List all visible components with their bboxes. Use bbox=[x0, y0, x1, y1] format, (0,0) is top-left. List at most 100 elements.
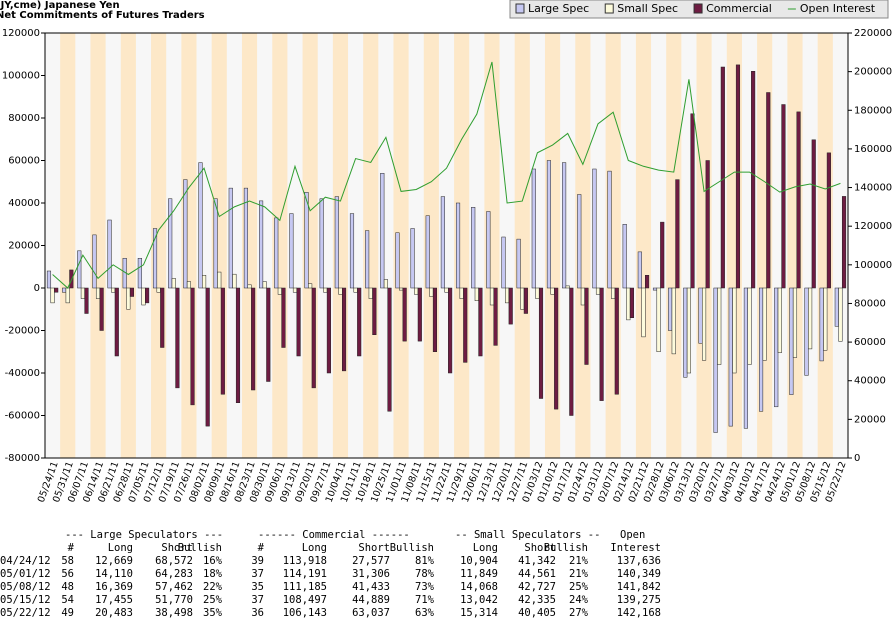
table-cell: 20,483 bbox=[95, 607, 133, 619]
band bbox=[60, 33, 76, 458]
band bbox=[635, 33, 652, 458]
bar bbox=[277, 287, 282, 295]
y-tick-label: -40000 bbox=[5, 368, 40, 379]
bar bbox=[641, 287, 646, 338]
bar bbox=[326, 287, 331, 374]
bar bbox=[683, 287, 688, 378]
legend-label: Commercial bbox=[706, 2, 772, 15]
bar bbox=[702, 287, 707, 361]
bar bbox=[353, 287, 358, 293]
table-cell: 113,918 bbox=[283, 555, 327, 567]
bar bbox=[823, 287, 828, 351]
bar bbox=[247, 284, 252, 289]
table-cell: 05/08/12 bbox=[0, 581, 51, 593]
table-cell: 58 bbox=[61, 555, 74, 567]
table-column-header: Short bbox=[358, 542, 390, 554]
y2-tick-label: 180000 bbox=[854, 105, 892, 116]
legend-item: Open Interest bbox=[787, 2, 876, 15]
bar bbox=[804, 287, 809, 376]
table-cell: 40,405 bbox=[518, 607, 556, 619]
y2-tick-label: 120000 bbox=[854, 221, 892, 232]
table-cell: 21% bbox=[569, 568, 589, 580]
bar bbox=[652, 287, 658, 291]
bar bbox=[232, 273, 237, 289]
bar bbox=[713, 287, 718, 433]
bar bbox=[448, 287, 453, 374]
table-cell: 54 bbox=[61, 594, 74, 606]
bar bbox=[486, 211, 491, 289]
table-cell: 51,770 bbox=[155, 594, 193, 606]
bar bbox=[796, 111, 801, 289]
bar bbox=[728, 287, 733, 427]
bar bbox=[580, 287, 585, 306]
bar bbox=[720, 66, 725, 289]
table-cell: 71% bbox=[415, 594, 435, 606]
bar bbox=[338, 287, 343, 295]
bar bbox=[417, 287, 422, 342]
bar bbox=[569, 287, 574, 416]
table-cell: 12,669 bbox=[95, 555, 133, 567]
bar bbox=[516, 238, 521, 289]
table-cell: 17,455 bbox=[95, 594, 133, 606]
bar bbox=[304, 192, 309, 289]
table-cell: 14,068 bbox=[460, 581, 498, 593]
bar bbox=[841, 196, 847, 289]
bar bbox=[99, 287, 104, 331]
bar bbox=[508, 287, 513, 325]
bar bbox=[368, 287, 373, 299]
table-cell: 16,369 bbox=[95, 581, 133, 593]
bar bbox=[111, 287, 116, 293]
bar bbox=[686, 287, 691, 374]
bar bbox=[577, 194, 582, 289]
bar bbox=[84, 287, 89, 314]
table-cell: 48 bbox=[61, 581, 74, 593]
bar bbox=[387, 287, 392, 412]
band bbox=[272, 33, 288, 458]
bar bbox=[80, 287, 85, 299]
table-cell: 114,191 bbox=[283, 568, 327, 580]
bar bbox=[107, 219, 112, 289]
bar bbox=[114, 287, 119, 357]
band bbox=[393, 33, 409, 458]
table-cell: 42,727 bbox=[518, 581, 556, 593]
table-cell: 35% bbox=[203, 607, 223, 619]
bar bbox=[690, 113, 695, 289]
plot-frame bbox=[44, 32, 849, 459]
y-tick-label: -60000 bbox=[5, 411, 40, 422]
table-cell: 31,306 bbox=[352, 568, 390, 580]
table-column-header: Long bbox=[302, 542, 327, 554]
bar bbox=[826, 152, 831, 289]
bar bbox=[459, 287, 464, 299]
bar bbox=[54, 287, 59, 293]
table-cell: 25% bbox=[203, 594, 223, 606]
legend-swatch bbox=[604, 3, 614, 14]
table-cell: 141,842 bbox=[617, 581, 661, 593]
table-cell: 49 bbox=[61, 607, 74, 619]
table-column-header: Interest bbox=[610, 542, 661, 554]
y-tick-label: 0 bbox=[34, 283, 40, 294]
table-cell: 63% bbox=[415, 607, 435, 619]
bar bbox=[186, 281, 191, 289]
bar bbox=[395, 232, 400, 289]
table-cell: 36 bbox=[251, 607, 264, 619]
bar bbox=[607, 170, 612, 289]
y-tick-label: -20000 bbox=[5, 326, 40, 337]
bar bbox=[629, 287, 634, 318]
bar bbox=[296, 287, 301, 357]
bar bbox=[637, 251, 642, 289]
band bbox=[151, 33, 167, 458]
y2-tick-label: 80000 bbox=[854, 298, 886, 309]
bar bbox=[289, 213, 294, 289]
bar bbox=[292, 287, 298, 293]
bar bbox=[622, 224, 627, 289]
bar bbox=[183, 179, 188, 289]
bar bbox=[611, 287, 616, 299]
bar bbox=[474, 287, 479, 301]
legend-label: Open Interest bbox=[800, 2, 876, 15]
bar bbox=[190, 287, 195, 406]
bar bbox=[357, 287, 362, 357]
table-cell: 139,275 bbox=[617, 594, 661, 606]
bar bbox=[660, 221, 665, 289]
chart-subtitle: Net Commitments of Futures Traders bbox=[0, 10, 205, 21]
